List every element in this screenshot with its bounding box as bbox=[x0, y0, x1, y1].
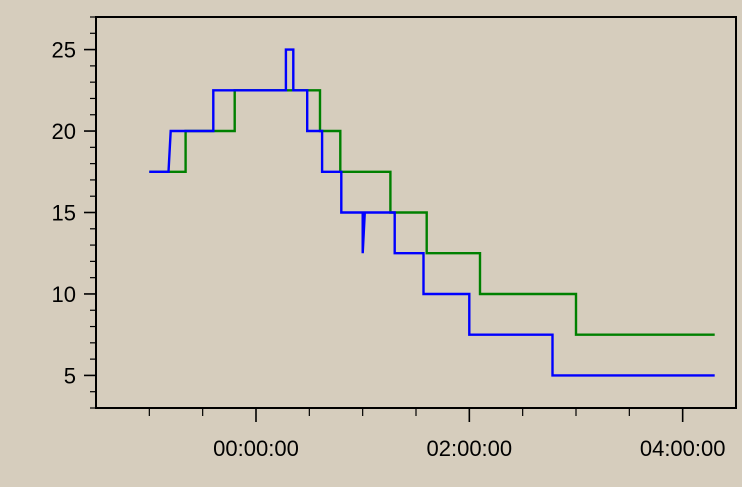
series-group bbox=[149, 48, 715, 377]
series-line-2 bbox=[149, 48, 715, 377]
x-tick-label: 04:00:00 bbox=[640, 436, 726, 461]
x-tick-label: 02:00:00 bbox=[427, 436, 513, 461]
y-tick-label: 20 bbox=[52, 119, 76, 144]
axes: 5 10 15 20 25 00:00:00 02:00:00 04:00:00 bbox=[52, 16, 726, 461]
y-tick-label: 5 bbox=[64, 363, 76, 388]
x-tick-label: 00:00:00 bbox=[213, 436, 299, 461]
y-tick-label: 10 bbox=[52, 282, 76, 307]
y-tick-label: 15 bbox=[52, 201, 76, 226]
y-tick-label: 25 bbox=[52, 38, 76, 63]
